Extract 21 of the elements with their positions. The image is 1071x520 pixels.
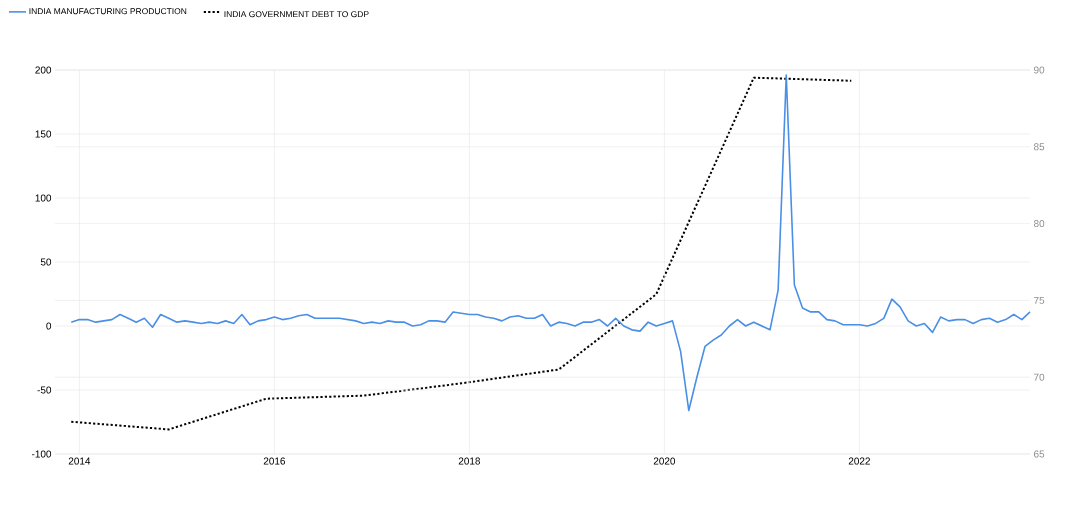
- y-tick-label: 200: [35, 66, 52, 74]
- y2-tick-label: 85: [1033, 143, 1045, 151]
- y2-tick-label: 70: [1034, 373, 1045, 381]
- y-tick-label: 150: [35, 130, 52, 138]
- y-tick-label: 100: [35, 194, 52, 202]
- y2-tick-label: 80: [1033, 220, 1045, 228]
- legend-label: INDIA GOVERNMENT DEBT TO GDP: [224, 11, 369, 18]
- x-tick-label: 2022: [848, 457, 870, 465]
- y2-tick-label: 65: [1034, 450, 1045, 458]
- x-tick-label: 2018: [458, 457, 481, 465]
- x-tick-label: 2020: [653, 457, 676, 465]
- line-series: [70, 76, 853, 431]
- legend-label: INDIA MANUFACTURING PRODUCTION: [29, 8, 187, 15]
- y-tick-label: 0: [46, 322, 52, 330]
- x-tick-label: 2014: [68, 457, 91, 465]
- y-tick-label: 50: [40, 258, 52, 266]
- x-tick-label: 2016: [263, 457, 286, 465]
- y2-tick-label: 90: [1034, 66, 1045, 74]
- y-tick-label: -50: [37, 386, 52, 394]
- y-tick-label: -100: [31, 450, 52, 458]
- y2-tick-label: 75: [1034, 296, 1045, 304]
